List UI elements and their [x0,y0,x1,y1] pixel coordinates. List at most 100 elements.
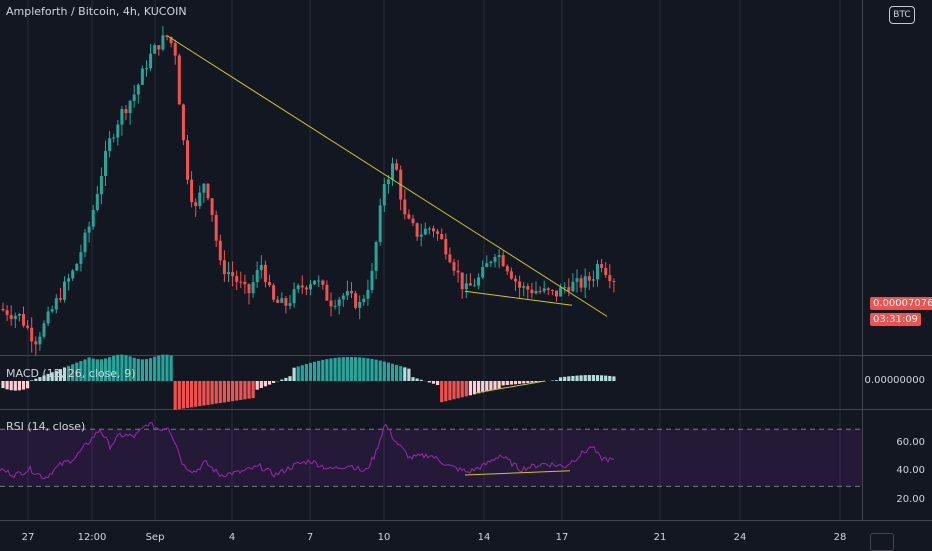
candle-body [272,285,275,299]
macd-histogram [1,355,615,410]
candle-body [243,282,246,284]
macd-bar [440,381,443,402]
candle-body [141,69,144,85]
macd-bar [420,380,423,381]
macd-bar [243,381,246,399]
macd-bar [14,381,17,391]
candle-body [47,311,50,323]
candle-body [252,282,255,293]
candle-body [346,291,349,295]
candle-body [440,234,443,239]
time-tick-label: 17 [556,532,569,543]
macd-bar [26,381,29,388]
candle-body [67,278,70,281]
time-tick-label: 7 [307,532,313,543]
macd-bar [342,357,345,381]
candle-body [375,242,378,271]
candle-body [530,290,533,294]
settings-button[interactable] [870,533,894,551]
macd-bar [493,381,496,389]
macd-bar [338,357,341,381]
macd-bar [608,376,611,381]
candle-body [96,194,99,210]
macd-bar [211,381,214,404]
candle-body [481,267,484,277]
candle-body [219,241,222,261]
macd-bar [461,381,464,397]
candle-body [555,291,558,297]
macd-bar [161,355,164,381]
candle-body [498,255,501,257]
macd-bar [465,381,468,396]
candle-body [571,282,574,291]
macd-bar [186,381,189,408]
macd-bar [563,377,566,381]
candle-body [297,285,300,289]
candle-body [43,323,46,336]
candle-body [149,54,152,69]
candle-body [202,184,205,193]
candle-body [366,290,369,299]
macd-bar [498,381,501,388]
candle-body [420,235,423,237]
macd-bar [375,360,378,381]
candle-body [457,271,460,273]
macd-bar [366,358,369,381]
macd-bar [325,359,328,381]
candle-body [518,281,521,287]
macd-bar [170,355,173,381]
macd-bar [145,359,148,381]
currency-button[interactable]: BTC [889,6,915,24]
macd-bar [149,358,152,381]
candle-body [157,45,160,49]
symbol-legend: Ampleforth / Bitcoin, 4h, KUCOIN [6,5,187,18]
candle-body [161,35,164,49]
macd-bar [510,381,513,385]
countdown-tag: 03:31:09 [870,313,921,326]
macd-bar [571,376,574,381]
macd-bar [190,381,193,407]
macd-bar [215,381,218,404]
candle-body [10,315,13,319]
candle-body [362,299,365,302]
macd-bar [485,381,488,391]
candle-body [260,265,263,270]
macd-bar [350,357,353,381]
candle-body [502,255,505,266]
macd-bar [612,376,615,381]
macd-bar [206,381,209,405]
candle-body [563,287,566,288]
candle-body [100,176,103,194]
candle-body [338,299,341,305]
candle-body [63,282,66,300]
candle-body [88,227,91,233]
macd-bar [567,376,570,381]
candle-body [510,271,513,278]
macd-bar [596,375,599,381]
candle-body [379,205,382,242]
macd-bar [165,355,168,381]
candle-body [211,198,214,215]
rsi-tick-label: 20.00 [896,494,925,505]
candle-body [453,262,456,271]
candle-body [412,219,415,224]
macd-bar [604,376,607,381]
macd-bar [346,357,349,381]
candle-body [494,257,497,262]
macd-bar [182,381,185,409]
time-tick-label: 14 [478,532,491,543]
macd-bar [370,359,373,381]
candle-body [104,151,107,176]
time-tick-label: 4 [229,532,235,543]
macd-bar [264,381,267,386]
macd-bar [432,381,435,384]
candle-body [207,184,210,198]
candle-body [543,288,546,291]
macd-bar [502,381,505,385]
candle-body [55,298,58,309]
candle-body [153,45,156,53]
macd-bar [506,381,509,385]
candle-body [186,140,189,179]
